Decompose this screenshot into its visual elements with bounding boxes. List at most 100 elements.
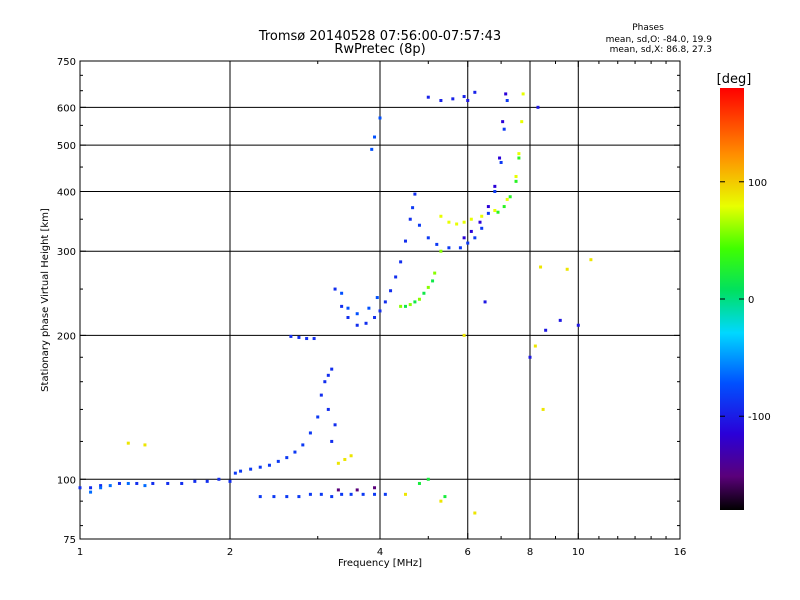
data-point bbox=[364, 321, 368, 325]
data-point bbox=[480, 226, 484, 230]
data-point bbox=[493, 189, 497, 193]
data-point bbox=[135, 481, 139, 485]
data-point bbox=[565, 267, 569, 271]
data-point bbox=[576, 323, 580, 327]
data-point bbox=[517, 152, 521, 156]
data-point bbox=[99, 484, 103, 488]
x-axis-label: Frequency [MHz] bbox=[338, 558, 422, 569]
data-point bbox=[89, 486, 93, 490]
data-point bbox=[408, 303, 412, 307]
data-point bbox=[473, 511, 477, 515]
data-point bbox=[340, 304, 344, 308]
data-point bbox=[355, 488, 359, 492]
colorbar-tick-label: -100 bbox=[748, 412, 771, 423]
data-point bbox=[483, 300, 487, 304]
data-point bbox=[451, 97, 455, 101]
chart-title: Tromsø 20140528 07:56:00-07:57:43 bbox=[258, 29, 501, 44]
data-point bbox=[272, 495, 276, 499]
data-point bbox=[355, 323, 359, 327]
y-tick-label: 300 bbox=[57, 247, 76, 258]
data-point bbox=[258, 495, 262, 499]
y-tick-label: 750 bbox=[57, 57, 76, 68]
data-point bbox=[361, 492, 365, 496]
data-point bbox=[375, 296, 379, 300]
data-point bbox=[505, 197, 509, 201]
data-point bbox=[508, 195, 512, 199]
data-point bbox=[514, 179, 518, 183]
colorbar-tick-label: 100 bbox=[748, 178, 767, 189]
data-point bbox=[505, 99, 509, 103]
data-point bbox=[293, 450, 297, 454]
data-point bbox=[89, 490, 93, 494]
y-axis-ticks: 75 100 200 300 400 500 600 750 bbox=[57, 57, 680, 546]
data-point bbox=[501, 120, 505, 124]
data-point bbox=[528, 355, 532, 359]
x-tick-label: 6 bbox=[465, 547, 471, 558]
data-point bbox=[217, 477, 221, 481]
data-point bbox=[399, 260, 403, 264]
data-point bbox=[297, 335, 301, 339]
data-point bbox=[340, 492, 344, 496]
plot-area: 1 2 4 6 8 10 16 75 100 200 300 400 500 600 750 bbox=[57, 57, 686, 558]
data-point bbox=[355, 312, 359, 316]
data-point bbox=[373, 135, 377, 139]
data-point bbox=[426, 95, 430, 99]
data-point bbox=[502, 127, 506, 131]
data-point bbox=[502, 205, 506, 209]
data-point bbox=[378, 116, 382, 120]
data-point bbox=[126, 441, 130, 445]
data-point bbox=[143, 484, 147, 488]
data-point bbox=[439, 499, 443, 503]
data-point bbox=[462, 333, 466, 337]
x-tick-label: 10 bbox=[572, 547, 585, 558]
data-point bbox=[336, 461, 340, 465]
data-point bbox=[455, 222, 459, 226]
data-point bbox=[413, 192, 417, 196]
data-point bbox=[301, 443, 305, 447]
data-point bbox=[346, 306, 350, 310]
data-point bbox=[323, 380, 327, 384]
data-point bbox=[343, 457, 347, 461]
data-point bbox=[330, 495, 334, 499]
data-point bbox=[533, 344, 537, 348]
data-point bbox=[408, 217, 412, 221]
data-point bbox=[346, 315, 350, 319]
data-point bbox=[78, 486, 82, 490]
data-point bbox=[514, 174, 518, 178]
data-point bbox=[486, 211, 490, 215]
data-point bbox=[439, 249, 443, 253]
data-point bbox=[108, 484, 112, 488]
data-point bbox=[462, 220, 466, 224]
data-point bbox=[276, 459, 280, 463]
data-point bbox=[536, 105, 540, 109]
data-point bbox=[151, 481, 155, 485]
data-point bbox=[289, 334, 293, 338]
data-point bbox=[517, 156, 521, 160]
data-point bbox=[544, 328, 548, 332]
data-point bbox=[305, 337, 309, 341]
data-point bbox=[443, 495, 447, 499]
stats-box: Phases mean, sd,O: -84.0, 19.9 mean, sd,… bbox=[606, 23, 713, 55]
y-tick-label: 100 bbox=[57, 475, 76, 486]
data-point bbox=[473, 236, 477, 240]
data-point bbox=[233, 471, 237, 475]
data-point bbox=[439, 214, 443, 218]
x-tick-label: 2 bbox=[227, 547, 233, 558]
data-point bbox=[403, 492, 407, 496]
data-point bbox=[308, 492, 312, 496]
data-point bbox=[469, 217, 473, 221]
data-point bbox=[373, 315, 377, 319]
data-point bbox=[143, 443, 147, 447]
data-point bbox=[496, 210, 500, 214]
data-point bbox=[413, 300, 417, 304]
x-axis-ticks: 1 2 4 6 8 10 16 bbox=[77, 61, 686, 558]
data-points bbox=[78, 90, 593, 515]
data-point bbox=[480, 214, 484, 218]
data-point bbox=[426, 236, 430, 240]
data-point bbox=[439, 99, 443, 103]
data-point bbox=[383, 492, 387, 496]
data-point bbox=[117, 481, 121, 485]
data-point bbox=[285, 456, 289, 460]
data-point bbox=[558, 318, 562, 322]
data-point bbox=[330, 439, 334, 443]
